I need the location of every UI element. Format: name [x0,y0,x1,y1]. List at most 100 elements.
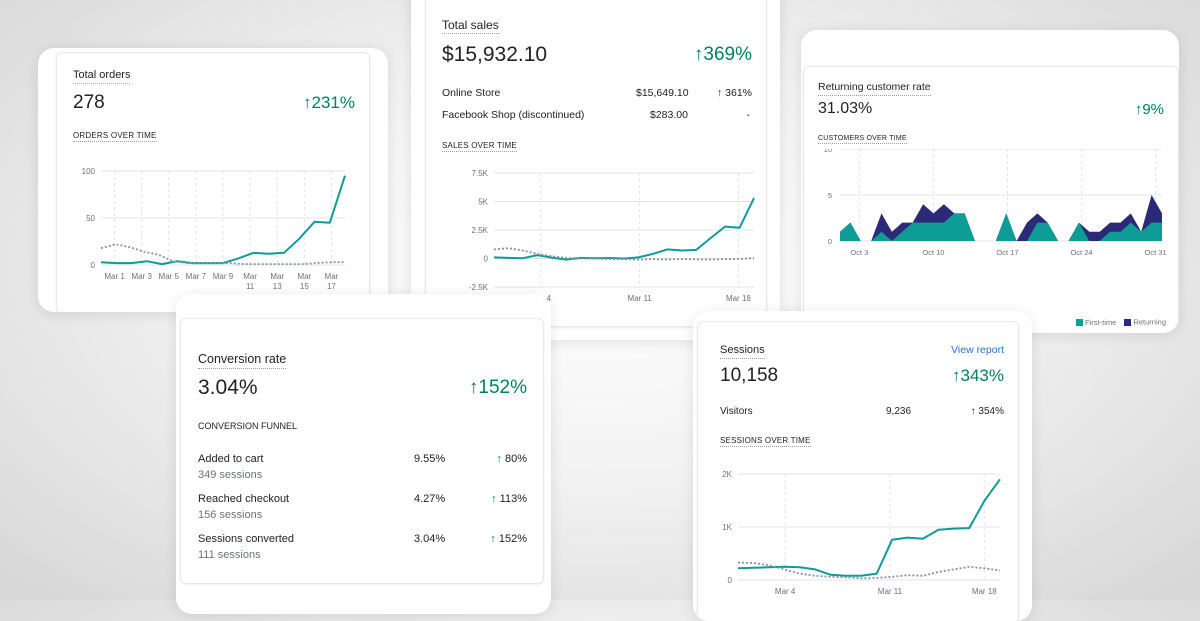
conversion-title[interactable]: Conversion rate [198,352,287,369]
y-tick-label: 7.5K [472,169,489,178]
sessions-change-value: 343% [960,366,1004,385]
sales-row-facebook-label: Facebook Shop (discontinued) [442,109,585,121]
funnel-row-2-rate: 4.27% [414,493,446,505]
orders-subtitle: ORDERS OVER TIME [73,131,157,142]
visitors-value: 9,236 [886,406,912,417]
conversion-card: Conversion rate 3.04% ↑152% CONVERSION F… [176,294,551,614]
y-tick-label: 0 [91,261,96,270]
x-tick-label: Mar 11 [878,587,903,596]
returning-legend: First-time Returning [1075,317,1166,327]
sales-value: $15,932.10 [442,43,548,66]
y-tick-label: -2.5K [469,283,489,292]
sales-row-online-label: Online Store [442,87,501,99]
series-previous [493,247,755,261]
series-current [737,478,1001,577]
funnel-row-1-change: ↑ 80% [496,453,527,465]
orders-change: ↑231% [303,93,355,112]
x-tick-label: Mar 9 [213,272,234,281]
funnel-row-1-rate: 9.55% [414,453,446,465]
funnel-row-2-sessions: 156 sessions [198,509,263,521]
funnel-row-3-rate: 3.04% [414,533,446,545]
y-tick-label: 1K [722,523,732,532]
sessions-subtitle: SESSIONS OVER TIME [720,436,811,447]
funnel-row-2-change-value: 113% [499,493,527,505]
x-tick-label: Mar 3 [131,272,152,281]
returning-chart: 10 5 0 Oct 3 Oct 10 Oct 17 Oct 24 Oct 31 [824,149,1167,257]
y-tick-label: 2K [722,470,732,479]
y-tick-label: 0 [484,255,489,264]
returning-change: ↑9% [1134,101,1164,118]
x-tick-label: Mar [270,272,284,281]
funnel-row-1-sessions: 349 sessions [198,469,263,481]
returning-value: 31.03% [818,100,873,117]
x-tick-label: Mar 18 [726,294,751,303]
funnel-row-1-change-value: 80% [504,453,527,465]
sessions-change: ↑343% [952,366,1004,385]
sales-row-online-change: ↑ 361% [716,87,752,99]
view-report-link[interactable]: View report [951,344,1004,356]
sales-title[interactable]: Total sales [442,18,499,35]
x-tick-label: Mar 11 [627,294,652,303]
visitors-change: ↑ 354% [970,406,1004,417]
conversion-value: 3.04% [198,376,258,399]
funnel-row-3-label: Sessions converted [198,533,294,545]
sales-row-online-amount: $15,649.10 [636,87,689,99]
visitors-label: Visitors [720,406,753,417]
x-tick-label: Mar [297,272,311,281]
sessions-value: 10,158 [720,365,779,386]
sales-subtitle: SALES OVER TIME [442,141,517,152]
series-previous [100,243,345,265]
x-tick-label: Mar [325,272,339,281]
x-tick-label: 13 [273,282,282,291]
x-tick-label: 15 [300,282,309,291]
sessions-card: Sessions View report 10,158 ↑343% Visito… [693,311,1032,621]
sales-row-facebook-change: - [746,109,751,121]
sales-card: Total sales $15,932.10 ↑369% Online Stor… [411,0,780,340]
conversion-change-value: 152% [478,377,527,398]
x-tick-label: Mar [243,272,257,281]
returning-change-value: 9% [1142,101,1164,118]
legend-first-time-swatch [1075,318,1083,326]
legend-first-time-label: First-time [1085,317,1117,327]
sales-change: ↑369% [693,44,752,65]
returning-title[interactable]: Returning customer rate [818,81,931,96]
funnel-row-2-change: ↑ 113% [491,493,527,505]
x-tick-label: Oct 10 [922,248,944,257]
x-tick-label: Oct 17 [996,248,1018,257]
orders-card: Total orders 278 ↑231% ORDERS OVER TIME … [38,48,388,312]
x-tick-label: Mar 1 [104,272,125,281]
sessions-title[interactable]: Sessions [720,344,765,360]
x-tick-label: 17 [327,282,336,291]
sessions-chart: 2K 1K 0 Mar 4 Mar 11 Mar 18 [722,470,1001,596]
x-tick-label: Mar 18 [972,587,997,596]
orders-title[interactable]: Total orders [73,69,131,85]
returning-subtitle: CUSTOMERS OVER TIME [818,135,907,144]
y-tick-label: 100 [82,167,96,176]
funnel-row-2-label: Reached checkout [198,493,290,505]
x-tick-label: Oct 24 [1070,248,1092,257]
series-current [493,197,755,261]
sales-row-facebook-amount: $283.00 [650,109,688,121]
x-tick-label: Mar 5 [159,272,180,281]
visitors-change-value: 354% [978,406,1004,417]
y-tick-label: 2.5K [472,226,489,235]
y-tick-label: 0 [728,576,733,585]
returning-card: Returning customer rate 31.03% ↑9% CUSTO… [801,30,1179,333]
x-tick-label: Oct 3 [850,248,868,257]
conversion-subtitle: CONVERSION FUNNEL [198,421,298,431]
funnel-row-3-change-value: 152% [498,533,527,545]
x-tick-label: 11 [246,282,255,291]
y-tick-label: 50 [86,214,95,223]
x-tick-label: Oct 31 [1145,248,1167,257]
funnel-row-3-sessions: 111 sessions [198,549,261,561]
funnel-row-1-label: Added to cart [198,453,264,465]
y-tick-label: 0 [828,237,832,246]
y-tick-label: 10 [824,149,832,154]
orders-value: 278 [73,92,105,113]
series-first-time [840,213,1162,241]
funnel-row-3-change: ↑ 152% [490,533,527,545]
legend-returning-swatch [1124,318,1132,326]
y-tick-label: 5K [478,198,488,207]
x-tick-label: Mar 4 [775,587,796,596]
